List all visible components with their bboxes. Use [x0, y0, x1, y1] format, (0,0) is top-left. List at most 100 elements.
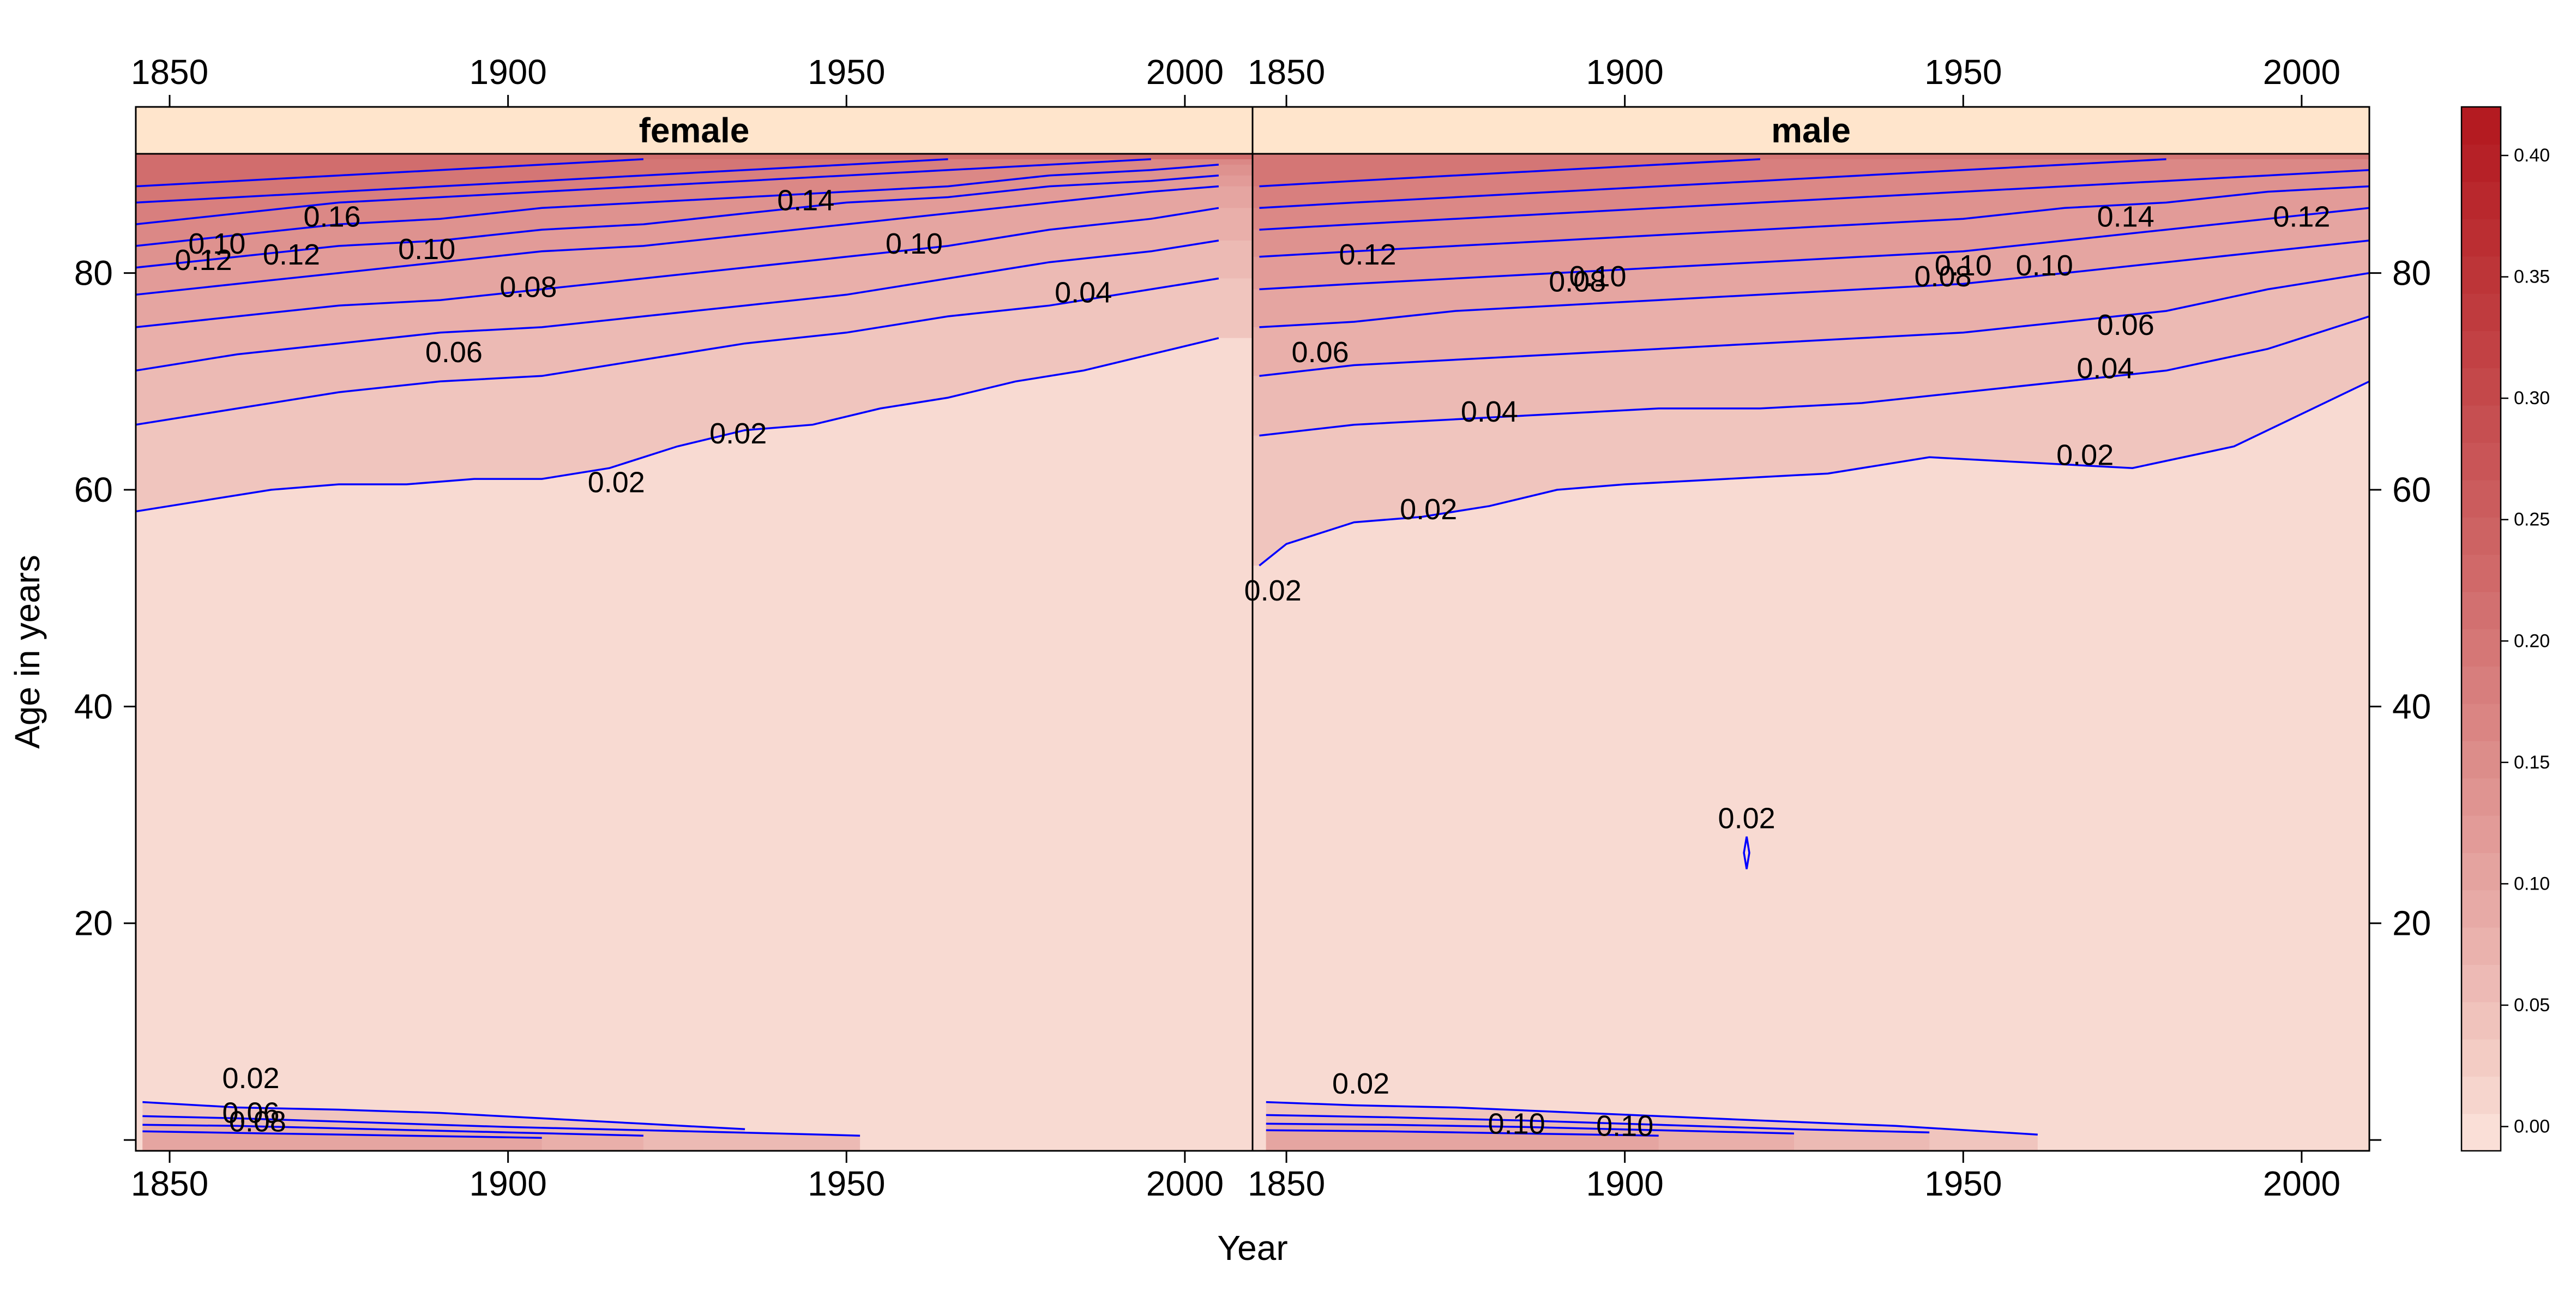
colorbar-tick-label: 0.20 — [2514, 631, 2550, 651]
contour-label: 0.12 — [1339, 238, 1396, 271]
contour-line — [142, 1101, 745, 1131]
contour-line — [1266, 1114, 1930, 1133]
colorbar-swatch — [2461, 666, 2501, 704]
y-tick-label-right: 40 — [2392, 687, 2431, 726]
contour-label: 0.02 — [1332, 1067, 1389, 1100]
contour-fills — [136, 154, 1253, 1151]
contour-label: 0.10 — [1488, 1108, 1545, 1140]
colorbar-swatch — [2461, 927, 2501, 965]
y-axis-title: Age in years — [8, 555, 47, 749]
contour-line — [136, 164, 1219, 247]
contour-label: 0.12 — [175, 244, 232, 277]
x-tick-label-bottom: 1850 — [131, 1164, 208, 1203]
colorbar-swatch — [2461, 629, 2501, 667]
contour-label: 0.06 — [1292, 336, 1349, 369]
y-tick-label-right: 20 — [2392, 904, 2431, 943]
colorbar-tick-label: 0.15 — [2514, 752, 2550, 773]
contour-label: 0.02 — [709, 417, 767, 450]
x-tick-label-bottom: 1950 — [808, 1164, 885, 1203]
contour-label: 0.12 — [2273, 200, 2330, 233]
contour-line — [1259, 185, 2369, 258]
contour-line — [1266, 1101, 2038, 1136]
colorbar-swatch — [2461, 964, 2501, 1002]
contour-label: 0.08 — [1549, 266, 1606, 298]
contour-label: 0.02 — [588, 466, 645, 499]
panel-strip — [1251, 106, 2370, 155]
colorbar-swatch — [2461, 144, 2501, 182]
panels-layer: 0.020.020.040.060.080.100.10 0.100.120.12… — [135, 106, 2370, 1152]
colorbar-swatch — [2461, 517, 2501, 555]
contour-label: 0.16 — [303, 200, 360, 233]
colorbar-tick-label: 0.10 — [2514, 873, 2550, 894]
x-tick-label-bottom: 2000 — [2263, 1164, 2340, 1203]
contour-line — [1259, 169, 2369, 231]
y-tick-label-left: 80 — [74, 254, 113, 293]
panel-female: 0.020.020.040.060.080.100.10 0.100.120.12… — [135, 106, 1254, 1152]
contour-line — [142, 1130, 542, 1139]
y-tick-label-left: 60 — [74, 470, 113, 509]
contour-label: 0.04 — [2077, 352, 2134, 385]
colorbar-tick-label: 0.30 — [2514, 388, 2550, 409]
contour-line — [142, 1124, 643, 1137]
colorbar-tick-label: 0.35 — [2514, 267, 2550, 287]
contour-label: 0.10 — [188, 227, 245, 260]
x-tick-label-bottom: 1950 — [1924, 1164, 2002, 1203]
contour-label: 0.10 — [1596, 1110, 1653, 1143]
x-tick-label-bottom: 1850 — [1248, 1164, 1325, 1203]
colorbar-swatch — [2461, 815, 2501, 853]
colorbar-swatch — [2461, 1001, 2501, 1040]
colorbar-swatch — [2461, 554, 2501, 592]
x-tick-label-top: 1900 — [469, 52, 546, 92]
contour-label: 0.14 — [2097, 200, 2154, 233]
x-tick-label-top: 1850 — [1248, 52, 1325, 92]
colorbar-tick-label: 0.00 — [2514, 1116, 2550, 1137]
contour-label: 0.10 — [1935, 249, 1992, 282]
contour-line — [1259, 158, 2166, 209]
contour-label: 0.10 — [886, 227, 943, 260]
colorbar-tick-label: 0.05 — [2514, 995, 2550, 1016]
contour-fill-band — [136, 154, 1253, 187]
panel-strip-label: female — [639, 111, 750, 150]
colorbar-swatch — [2461, 1076, 2501, 1114]
contour-fill-band — [1253, 154, 2369, 187]
colorbar-swatch — [2461, 890, 2501, 928]
panel-strip — [135, 106, 1254, 155]
contour-lines — [136, 158, 1219, 1139]
contour-line — [1259, 239, 2369, 328]
x-tick-label-bottom: 2000 — [1146, 1164, 1224, 1203]
contour-label: 0.10 — [2016, 249, 2073, 282]
y-tick-label-left: 40 — [74, 687, 113, 726]
colorbar-swatch — [2461, 331, 2501, 369]
colorbar-swatch — [2461, 1113, 2501, 1151]
contour-fills — [1253, 154, 2369, 1151]
colorbar-swatch — [2461, 591, 2501, 629]
contour-label: 0.08 — [229, 1106, 286, 1138]
axes-layer: 1850 1850 1900 1900 1950 1950 2000 2000 20 40 60 80… — [74, 52, 2431, 1203]
contour-line — [1259, 380, 2369, 567]
colorbar-swatch — [2461, 107, 2501, 145]
colorbar-tick-label: 0.25 — [2514, 509, 2550, 530]
colorbar-swatch — [2461, 256, 2501, 294]
x-tick-label-top: 1900 — [1586, 52, 1663, 92]
colorbar-swatch — [2461, 703, 2501, 741]
contour-line — [136, 158, 643, 188]
x-tick-label-bottom: 1900 — [469, 1164, 546, 1203]
contour-line — [142, 1115, 860, 1137]
x-tick-label-top: 1850 — [131, 52, 208, 92]
contour-line — [1259, 158, 1760, 188]
colorbar-tick-label: 0.40 — [2514, 145, 2550, 166]
contour-line — [136, 174, 1219, 269]
colorbar-swatch — [2461, 852, 2501, 891]
colorbar-swatch — [2461, 181, 2501, 219]
contour-line — [136, 158, 1151, 225]
panel-strip-label: male — [1771, 111, 1851, 150]
colorbar-swatch — [2461, 405, 2501, 443]
contour-label: 0.12 — [263, 238, 320, 271]
x-axis-title: Year — [1217, 1228, 1287, 1268]
contour-label: 0.06 — [2097, 309, 2154, 341]
colorbar-swatch — [2461, 442, 2501, 481]
colorbar-frame — [2460, 106, 2502, 1152]
contour-line — [136, 277, 1219, 426]
